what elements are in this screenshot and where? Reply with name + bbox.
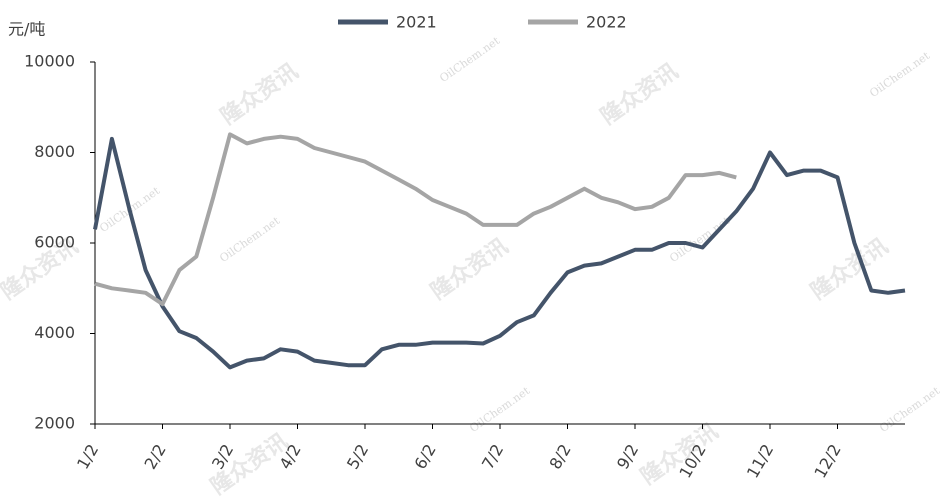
x-tick-label: 5/2 bbox=[343, 441, 372, 473]
y-tick-label: 6000 bbox=[34, 233, 75, 252]
watermark: OilChem.net bbox=[877, 384, 940, 435]
x-tick-label: 7/2 bbox=[478, 441, 507, 473]
watermark: 隆众资讯 bbox=[636, 419, 722, 490]
y-axis-label: 元/吨 bbox=[8, 20, 45, 39]
x-tick-label: 12/2 bbox=[810, 441, 844, 482]
x-tick-label: 2/2 bbox=[141, 441, 170, 473]
legend-label: 2022 bbox=[586, 13, 627, 32]
watermark: OilChem.net bbox=[667, 214, 732, 265]
watermark: OilChem.net bbox=[437, 34, 502, 85]
y-tick-label: 10000 bbox=[24, 52, 75, 71]
watermark: 隆众资讯 bbox=[426, 234, 512, 305]
x-tick-label: 6/2 bbox=[411, 441, 440, 473]
y-tick-label: 8000 bbox=[34, 142, 75, 161]
watermark: OilChem.net bbox=[867, 49, 932, 100]
watermark: OilChem.net bbox=[217, 214, 282, 265]
watermark: 隆众资讯 bbox=[596, 59, 682, 130]
x-tick-label: 1/2 bbox=[73, 441, 102, 473]
y-tick-label: 2000 bbox=[34, 414, 75, 433]
legend-label: 2021 bbox=[396, 13, 437, 32]
series-line bbox=[94, 132, 737, 307]
y-tick-label: 4000 bbox=[34, 323, 75, 342]
x-tick-label: 8/2 bbox=[546, 441, 575, 473]
x-tick-label: 11/2 bbox=[743, 441, 777, 482]
watermark: 隆众资讯 bbox=[216, 59, 302, 130]
watermark: 隆众资讯 bbox=[806, 234, 892, 305]
series-line bbox=[93, 136, 906, 370]
